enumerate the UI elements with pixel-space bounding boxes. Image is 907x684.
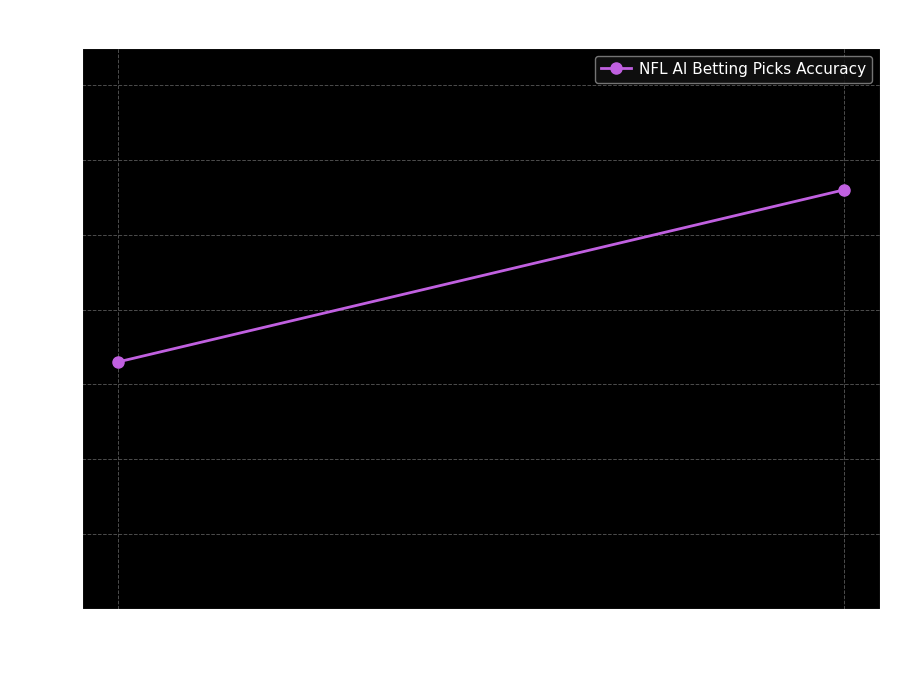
Title: NFL AI Betting Picks Accuracy: 2023 vs 2024: NFL AI Betting Picks Accuracy: 2023 vs 2… — [218, 12, 744, 36]
Legend: NFL AI Betting Picks Accuracy: NFL AI Betting Picks Accuracy — [595, 55, 873, 83]
Y-axis label: Accuracy (%): Accuracy (%) — [21, 269, 39, 388]
X-axis label: Year: Year — [462, 648, 500, 666]
